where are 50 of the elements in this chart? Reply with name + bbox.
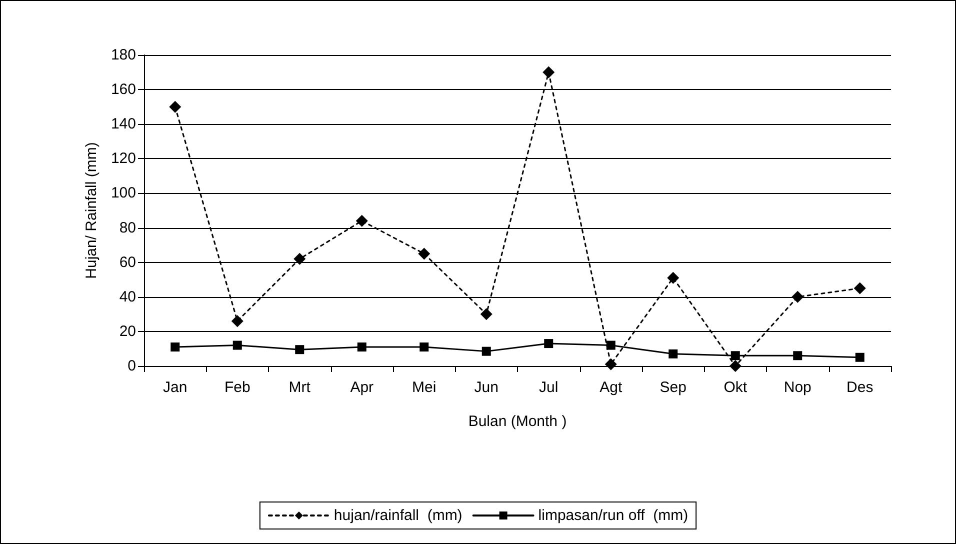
point [667, 272, 680, 284]
x-tick-label: Okt [724, 379, 748, 396]
point [232, 340, 242, 350]
point [854, 282, 866, 294]
legend-label: limpasan/run off (mm) [538, 507, 688, 524]
point [480, 308, 492, 320]
x-tick-label: Jun [474, 379, 498, 396]
y-tick-label: 140 [110, 116, 136, 133]
point [231, 315, 244, 328]
y-tick-label: 120 [110, 150, 136, 168]
point [855, 352, 864, 362]
point [668, 349, 678, 358]
y-tick-label: 20 [119, 322, 136, 340]
point [729, 360, 742, 372]
point [294, 252, 306, 265]
point [357, 342, 366, 352]
y-tick-label: 100 [110, 184, 136, 202]
y-tick-label: 160 [110, 81, 136, 98]
point [542, 66, 555, 78]
x-tick-label: Sep [660, 379, 686, 396]
point [544, 339, 554, 348]
point [604, 358, 617, 370]
x-tick-label: Des [846, 379, 874, 396]
point [169, 100, 182, 113]
legend-label: hujan/rainfall (mm) [334, 507, 462, 524]
x-tick-label: Agt [600, 379, 623, 396]
point [482, 346, 491, 356]
point [730, 351, 740, 360]
x-tick-label: Nop [784, 379, 812, 396]
y-tick-label: 40 [119, 288, 136, 306]
point [356, 214, 368, 227]
point [793, 351, 802, 360]
point [420, 342, 429, 352]
y-tick-label: 0 [128, 358, 136, 374]
x-tick-label: Feb [224, 379, 250, 396]
point [170, 342, 180, 352]
y-tick-label: 180 [110, 46, 136, 64]
point [792, 290, 804, 303]
x-tick-label: Jan [163, 379, 188, 396]
point [418, 248, 430, 260]
x-tick-label: Apr [350, 379, 374, 396]
point [295, 345, 304, 354]
y-axis-title: Hujan/ Rainfall (mm) [83, 142, 100, 279]
y-tick-label: 60 [119, 254, 136, 271]
point [606, 340, 616, 350]
x-tick-label: Jul [539, 379, 558, 396]
x-tick-label: Mrt [288, 379, 312, 396]
x-axis-title: Bulan (Month ) [468, 413, 567, 430]
y-tick-label: 80 [119, 219, 136, 236]
x-tick-label: Mei [412, 379, 436, 396]
